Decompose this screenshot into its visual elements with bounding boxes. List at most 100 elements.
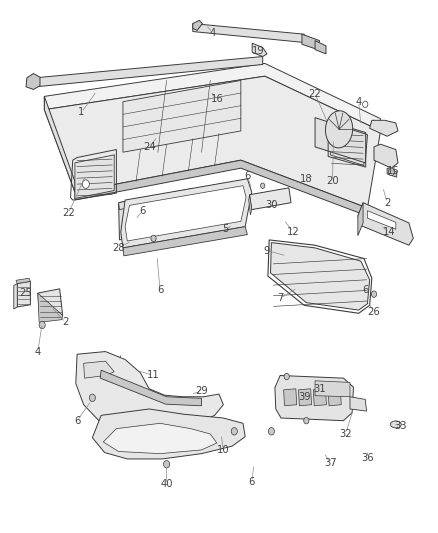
Text: 30: 30 [265, 200, 278, 211]
Text: 2: 2 [62, 317, 68, 327]
Polygon shape [14, 284, 17, 309]
Polygon shape [125, 185, 246, 241]
Text: 2: 2 [384, 198, 390, 208]
Text: 37: 37 [324, 458, 337, 468]
Polygon shape [250, 188, 291, 209]
Polygon shape [100, 370, 201, 406]
Circle shape [268, 427, 275, 435]
Text: 40: 40 [160, 480, 173, 489]
Ellipse shape [325, 111, 353, 148]
Text: 4: 4 [209, 28, 215, 38]
Text: 31: 31 [313, 384, 326, 394]
Circle shape [261, 183, 265, 188]
Text: 22: 22 [309, 88, 321, 99]
Polygon shape [275, 375, 353, 421]
Polygon shape [302, 34, 319, 50]
Text: 16: 16 [210, 94, 223, 104]
Polygon shape [38, 289, 63, 320]
Polygon shape [350, 397, 367, 411]
Polygon shape [315, 381, 350, 397]
Text: 28: 28 [112, 243, 125, 253]
Polygon shape [370, 120, 398, 136]
Text: 11: 11 [147, 370, 160, 381]
Polygon shape [75, 155, 114, 198]
Polygon shape [16, 278, 30, 284]
Text: 39: 39 [298, 392, 311, 402]
Polygon shape [123, 227, 247, 256]
Polygon shape [119, 188, 195, 209]
Polygon shape [75, 160, 367, 216]
Text: 14: 14 [383, 227, 396, 237]
Text: 6: 6 [157, 286, 163, 295]
Polygon shape [271, 243, 370, 310]
Text: 29: 29 [195, 386, 208, 397]
Polygon shape [44, 96, 75, 192]
Text: 12: 12 [287, 227, 300, 237]
Circle shape [371, 291, 377, 297]
Text: 4: 4 [356, 96, 362, 107]
Text: 5: 5 [223, 224, 229, 235]
Text: 6: 6 [139, 206, 146, 216]
Text: 4: 4 [35, 346, 41, 357]
Circle shape [163, 461, 170, 468]
Polygon shape [193, 23, 306, 43]
Polygon shape [92, 409, 245, 459]
Polygon shape [44, 76, 381, 208]
Polygon shape [367, 211, 396, 229]
Text: 22: 22 [62, 208, 75, 219]
Circle shape [284, 373, 289, 379]
Text: 32: 32 [339, 429, 352, 439]
Text: 6: 6 [248, 477, 255, 487]
Text: 25: 25 [20, 288, 32, 298]
Polygon shape [84, 361, 114, 378]
Text: 6: 6 [244, 171, 251, 181]
Text: 9: 9 [264, 246, 270, 255]
Circle shape [389, 168, 395, 175]
Text: 24: 24 [143, 142, 155, 152]
Text: 36: 36 [361, 453, 374, 463]
Text: 33: 33 [394, 421, 406, 431]
Polygon shape [284, 389, 297, 406]
Polygon shape [119, 199, 138, 240]
Circle shape [151, 235, 156, 241]
Text: 1: 1 [78, 107, 85, 117]
Polygon shape [121, 179, 252, 248]
Text: 6: 6 [362, 286, 368, 295]
Polygon shape [123, 80, 241, 152]
Polygon shape [313, 389, 326, 406]
Text: 7: 7 [277, 293, 283, 303]
Polygon shape [298, 389, 311, 406]
Polygon shape [252, 43, 267, 56]
Circle shape [82, 180, 89, 188]
Polygon shape [38, 293, 63, 322]
Polygon shape [374, 144, 398, 168]
Text: 19: 19 [252, 46, 265, 56]
Circle shape [231, 427, 237, 435]
Polygon shape [17, 281, 30, 307]
Text: 20: 20 [326, 176, 339, 187]
Text: 26: 26 [367, 306, 380, 317]
Polygon shape [26, 74, 40, 90]
Polygon shape [358, 203, 413, 245]
Circle shape [89, 394, 95, 401]
Polygon shape [249, 195, 252, 215]
Polygon shape [328, 389, 341, 406]
Polygon shape [315, 41, 326, 54]
Circle shape [304, 417, 309, 424]
Polygon shape [315, 118, 367, 163]
Polygon shape [44, 63, 381, 131]
Text: 18: 18 [300, 174, 313, 184]
Text: 6: 6 [74, 416, 80, 426]
Polygon shape [387, 168, 397, 177]
Circle shape [39, 321, 45, 329]
Polygon shape [358, 203, 363, 236]
Text: 10: 10 [217, 445, 230, 455]
Ellipse shape [390, 421, 401, 428]
Polygon shape [27, 56, 263, 87]
Polygon shape [330, 124, 364, 165]
Text: 15: 15 [387, 166, 400, 176]
Polygon shape [193, 20, 202, 30]
Polygon shape [103, 423, 217, 454]
Polygon shape [76, 352, 223, 432]
Circle shape [363, 101, 368, 108]
